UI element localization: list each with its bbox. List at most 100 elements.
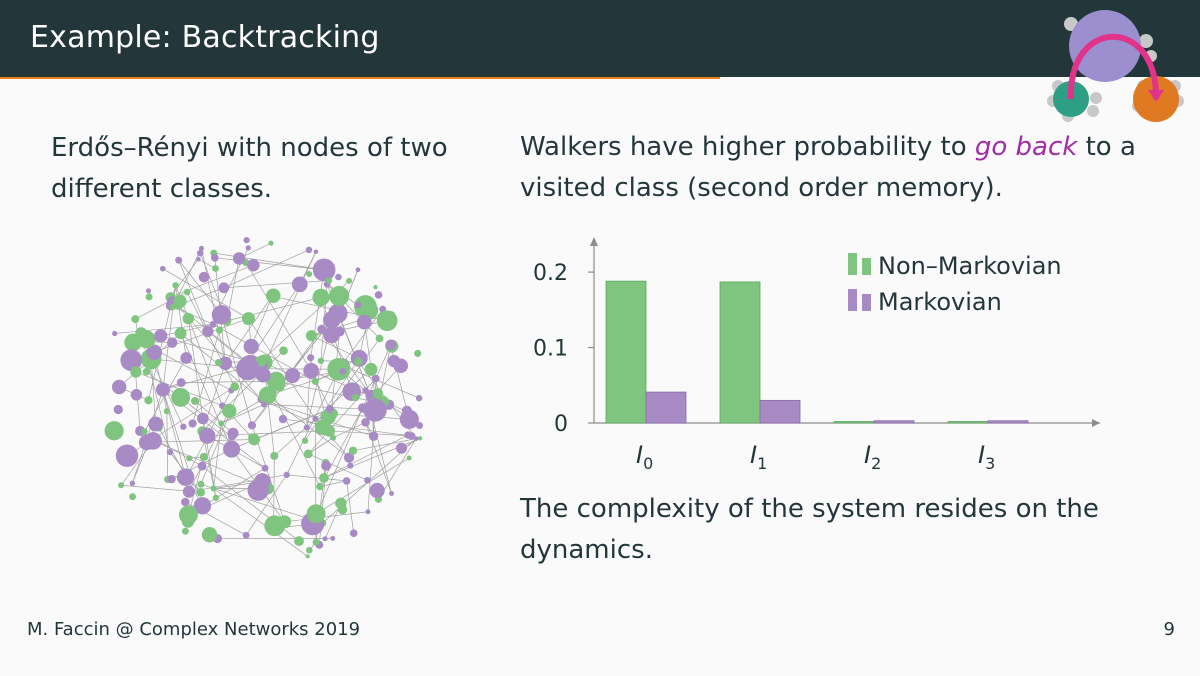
network-node: [212, 265, 219, 272]
y-axis-arrow: [590, 237, 598, 246]
bar-non-markovian-i1: [719, 281, 761, 424]
network-node: [113, 404, 123, 415]
network-node: [294, 536, 304, 546]
network-node: [414, 349, 422, 357]
network-node: [178, 505, 198, 525]
network-node: [375, 334, 384, 343]
network-node: [196, 249, 204, 257]
network-node: [104, 421, 124, 441]
network-node: [311, 377, 319, 386]
network-node: [313, 249, 319, 254]
network-node: [201, 527, 218, 543]
network-node: [167, 474, 176, 484]
network-node: [197, 461, 207, 471]
network-node: [112, 330, 118, 337]
network-node: [363, 398, 387, 422]
network-node: [404, 431, 412, 439]
network-node: [275, 382, 285, 392]
network-node: [253, 473, 271, 490]
x-axis-arrow: [1092, 419, 1100, 427]
network-node: [328, 303, 348, 324]
network-node: [124, 333, 142, 352]
x-tick-label: I1: [750, 441, 767, 473]
network-node: [247, 258, 260, 272]
network-node: [373, 285, 378, 290]
network-node: [131, 315, 140, 324]
network-node: [312, 538, 320, 546]
network-node: [361, 418, 370, 427]
network-node: [355, 267, 361, 273]
slide-title: Example: Backtracking: [30, 20, 380, 55]
network-node: [255, 367, 271, 383]
network-node: [323, 326, 340, 344]
network-node: [351, 393, 360, 402]
network-node: [173, 294, 187, 308]
network-node: [306, 504, 326, 524]
bar-markovian-i0: [645, 391, 687, 424]
network-node: [284, 368, 301, 384]
network-node: [227, 427, 239, 439]
right-text-before: Walkers have higher probability to: [520, 132, 975, 162]
network-node: [303, 424, 310, 431]
network-node: [317, 357, 325, 364]
x-tick-label: I0: [636, 441, 653, 473]
network-node: [144, 432, 162, 450]
network-node: [305, 330, 318, 342]
network-node: [111, 379, 127, 395]
network-logo-icon: [1047, 10, 1184, 122]
network-node: [155, 382, 170, 397]
network-node: [180, 352, 193, 364]
y-tick-label: 0: [554, 412, 568, 437]
network-node: [325, 277, 333, 284]
network-node: [166, 448, 174, 456]
network-node: [374, 291, 383, 299]
network-node: [193, 497, 212, 515]
network-node: [343, 452, 355, 463]
network-node: [316, 482, 324, 491]
emphasized-text: go back: [974, 132, 1078, 162]
network-node: [305, 246, 313, 254]
network-node: [389, 491, 394, 496]
network-node: [232, 252, 246, 265]
network-node: [130, 389, 143, 401]
network-node: [241, 312, 256, 326]
network-node: [337, 504, 348, 515]
network-node: [323, 425, 336, 437]
x-tick-label: I2: [864, 441, 881, 473]
network-node: [181, 527, 189, 535]
network-node: [368, 431, 379, 441]
network-node: [406, 455, 412, 461]
right-description: Walkers have higher probability to go ba…: [520, 127, 1160, 209]
network-node: [306, 271, 313, 278]
network-node: [303, 362, 320, 379]
bar-markovian-i3: [987, 420, 1029, 424]
network-node: [319, 473, 329, 483]
network-node: [210, 485, 217, 492]
network-node: [291, 276, 308, 293]
network-node: [242, 531, 250, 539]
network-node: [307, 354, 315, 362]
network-node: [171, 387, 191, 407]
bar-non-markovian-i3: [947, 421, 989, 424]
network-node: [199, 427, 216, 444]
network-node: [129, 480, 136, 487]
footer-author: M. Faccin @ Complex Networks 2019: [27, 619, 361, 640]
network-node: [354, 357, 363, 366]
network-node: [142, 368, 151, 376]
legend-swatch: [862, 294, 871, 311]
network-node: [222, 403, 237, 419]
network-node: [163, 408, 171, 415]
network-node: [159, 265, 166, 272]
network-node: [415, 394, 423, 402]
network-node: [243, 338, 259, 355]
network-node: [317, 324, 327, 334]
legend-swatch: [848, 253, 857, 275]
network-node: [154, 329, 168, 343]
network-node: [312, 258, 336, 282]
network-node: [141, 428, 148, 435]
network-node: [181, 497, 190, 507]
network-node: [218, 420, 225, 427]
network-node: [214, 358, 223, 367]
network-node: [175, 256, 183, 264]
network-node: [197, 480, 205, 488]
